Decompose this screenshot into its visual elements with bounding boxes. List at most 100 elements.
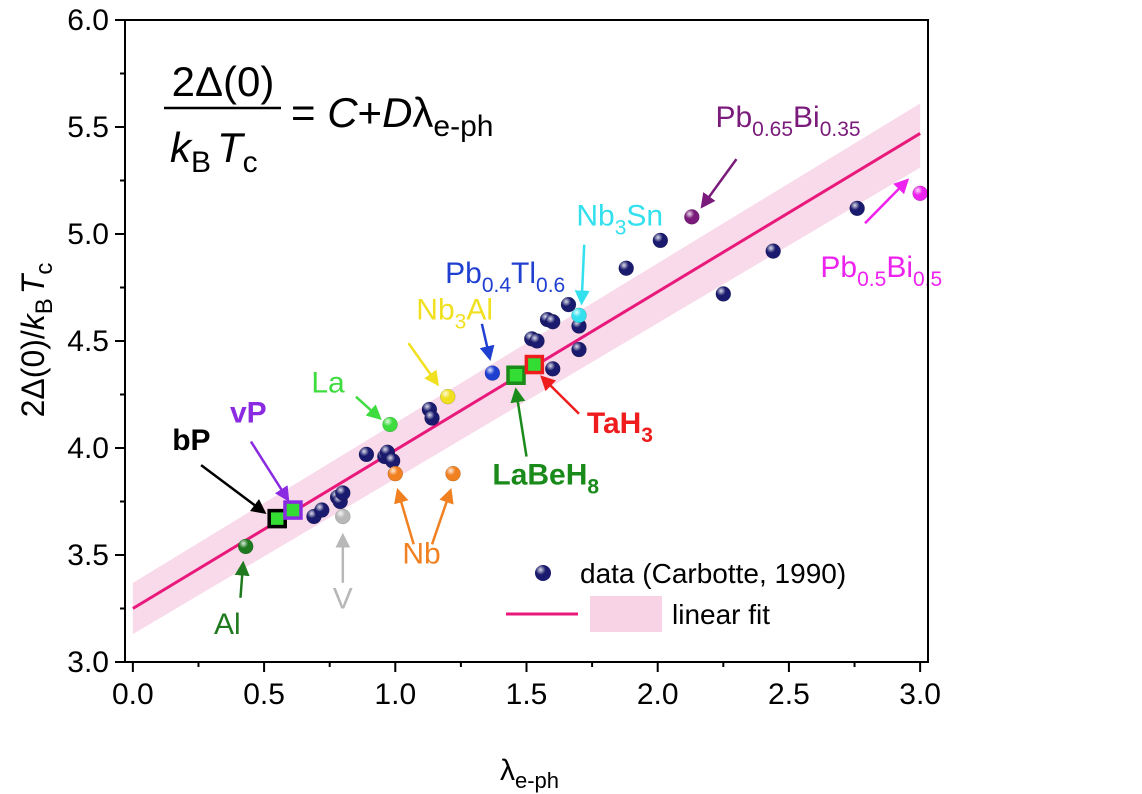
label-vp: vP xyxy=(230,396,267,429)
square-marker-3 xyxy=(524,354,545,375)
data-point-8 xyxy=(384,453,401,469)
y-tick-label-5: 5.5 xyxy=(67,111,109,144)
label-v-part: V xyxy=(333,583,353,616)
y-tick-label-6: 6.0 xyxy=(67,4,109,37)
highlight-point-9 xyxy=(912,185,928,202)
data-point-17-shine xyxy=(571,318,587,334)
formula-D: D xyxy=(382,89,412,136)
formula-rhs: = C+Dλe-ph xyxy=(291,89,493,143)
label-al-part: Al xyxy=(214,608,241,641)
formula-plus: + xyxy=(358,89,383,136)
highlight-point-7 xyxy=(571,307,587,324)
y-axis-title-k: k xyxy=(15,312,51,330)
label-nb3al-part2: Al xyxy=(466,294,493,327)
label-al: Al xyxy=(214,608,241,641)
highlight-point-0 xyxy=(237,538,254,555)
label-nb3al-sub: 3 xyxy=(455,311,467,334)
label-nb3sn-sub: 3 xyxy=(615,216,627,239)
data-point-5 xyxy=(358,446,375,463)
data-point-10 xyxy=(424,410,440,426)
data-point-16 xyxy=(560,296,577,313)
highlight-point-8 xyxy=(684,209,700,225)
highlight-point-5-shine xyxy=(440,389,456,405)
arrow-vp xyxy=(249,440,290,502)
highlight-point-3 xyxy=(387,465,404,482)
data-point-1 xyxy=(314,502,330,518)
legend-data-label: data (Carbotte, 1990) xyxy=(580,558,846,589)
y-tick-label-4: 5.0 xyxy=(67,218,109,251)
highlight-point-1 xyxy=(335,508,351,525)
label-pb05bi05: Pb0.5Bi0.5 xyxy=(820,251,942,291)
data-point-16-shine xyxy=(560,297,576,313)
highlight-point-2 xyxy=(382,416,398,433)
formula-c: c xyxy=(243,146,258,179)
data-point-19-shine xyxy=(618,260,634,276)
label-nb3sn-part: Nb xyxy=(576,199,614,232)
highlight-point-4 xyxy=(445,465,461,482)
label-labeh8-part: LaBeH xyxy=(492,458,587,491)
label-labeh8-sub: 8 xyxy=(587,475,599,498)
x-axis-title: λe-ph xyxy=(500,754,559,793)
label-pb05bi05-part2: Bi xyxy=(886,251,913,284)
highlight-point-1-shine xyxy=(335,508,351,524)
data-point-1-shine xyxy=(314,502,330,518)
arrow-tah3 xyxy=(540,375,580,415)
label-pb04tl06-sub: 0.4 xyxy=(482,274,512,297)
legend-fit-label: linear fit xyxy=(672,599,770,630)
data-point-19 xyxy=(618,260,634,276)
data-point-15-shine xyxy=(545,361,561,377)
highlight-point-2-shine xyxy=(382,416,398,432)
data-point-18 xyxy=(571,341,587,358)
data-point-23-shine xyxy=(849,200,865,216)
data-point-14 xyxy=(544,313,561,330)
arrow-nb3sn xyxy=(574,244,590,306)
label-nb3al-part: Nb xyxy=(416,294,454,327)
data-point-23 xyxy=(849,200,865,217)
formula-lambda: λ xyxy=(412,89,433,136)
legend: data (Carbotte, 1990) linear fit xyxy=(506,558,846,632)
label-labeh8: LaBeH8 xyxy=(492,458,599,498)
x-tick-label-2: 1.0 xyxy=(374,678,416,711)
data-point-20 xyxy=(652,232,669,249)
formula: 2Δ(0) kB Tc = C+Dλe-ph xyxy=(164,58,493,179)
label-nb3sn: Nb3Sn xyxy=(576,199,663,239)
formula-B: B xyxy=(191,146,211,179)
highlight-point-6 xyxy=(484,365,501,381)
x-tick-label-0: 0.0 xyxy=(112,678,154,711)
square-marker-2 xyxy=(506,365,526,385)
data-point-17 xyxy=(571,318,587,334)
highlight-point-4-shine xyxy=(445,466,461,482)
y-tick-label-2: 4.0 xyxy=(67,432,109,465)
highlight-point-8-shine xyxy=(684,209,700,225)
label-tah3-part: TaH xyxy=(587,407,641,440)
label-pb065bi035-sub: 0.65 xyxy=(752,118,793,141)
highlight-point-5 xyxy=(440,388,456,405)
square-marker-1 xyxy=(283,500,303,520)
y-axis-title-c: c xyxy=(31,263,58,275)
y-axis-title-part: 2Δ(0)/ xyxy=(15,330,51,417)
data-point-4 xyxy=(335,485,351,501)
y-axis-title: 2Δ(0)/kBTc xyxy=(15,263,58,418)
data-point-8-shine xyxy=(385,453,401,469)
data-point-20-shine xyxy=(652,232,668,248)
data-point-4-shine xyxy=(335,485,351,501)
data-point-5-shine xyxy=(358,446,374,462)
highlight-point-9-shine xyxy=(912,185,928,201)
arrow-pb05bi05 xyxy=(864,178,910,225)
label-nb: Nb xyxy=(402,538,440,571)
data-point-21 xyxy=(715,286,732,302)
arrow-nb-1 xyxy=(394,487,415,545)
x-tick-label-5: 2.5 xyxy=(768,678,810,711)
formula-k: k xyxy=(170,124,193,171)
label-tah3: TaH3 xyxy=(587,407,653,447)
label-nb3sn-part2: Sn xyxy=(626,199,663,232)
label-bp-part: bP xyxy=(172,424,210,457)
y-axis-title-T: T xyxy=(15,272,51,294)
x-axis-title-sub: e-ph xyxy=(515,768,559,793)
label-pb065bi035-part: Pb xyxy=(715,101,752,134)
label-la: La xyxy=(311,366,345,399)
arrow-pb065bi035 xyxy=(700,158,738,209)
arrow-labeh8 xyxy=(510,387,528,457)
label-pb065bi035: Pb0.65Bi0.35 xyxy=(715,101,860,141)
arrow-bp xyxy=(200,464,267,514)
